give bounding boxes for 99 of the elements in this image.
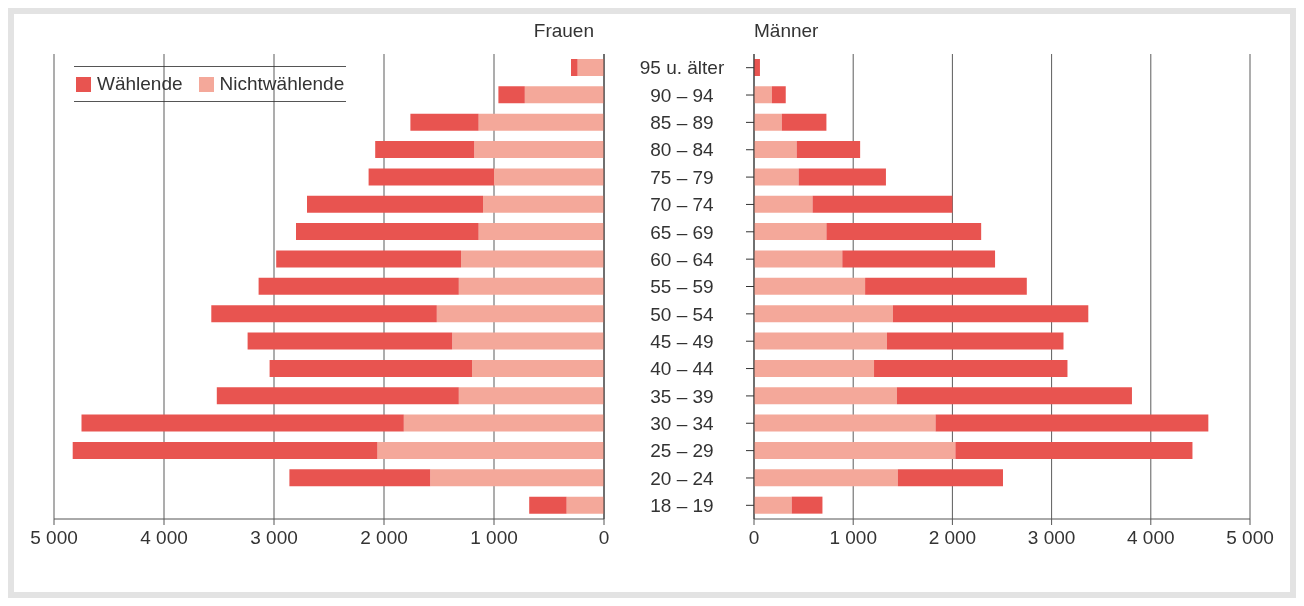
- bar: [289, 469, 431, 487]
- bar: [498, 86, 525, 104]
- legend-label: Wählende: [96, 73, 183, 95]
- x-tick-label: 0: [748, 527, 760, 549]
- bar: [307, 195, 483, 213]
- x-tick-label: 3 000: [1027, 527, 1076, 549]
- bar: [754, 113, 782, 131]
- legend-label: Nichtwählende: [218, 73, 345, 95]
- y-tick-label: 65 – 69: [650, 221, 714, 243]
- bar: [754, 496, 792, 514]
- x-tick-label: 4 000: [1127, 527, 1175, 549]
- y-tick-label: 90 – 94: [650, 84, 715, 106]
- bar: [458, 387, 604, 405]
- bar: [269, 359, 472, 377]
- chart-title: Männer: [754, 20, 819, 42]
- bar: [754, 387, 897, 405]
- bar: [410, 113, 479, 131]
- bar: [258, 277, 459, 295]
- bar: [403, 414, 604, 432]
- bar: [874, 359, 1068, 377]
- bar: [771, 86, 786, 104]
- bar: [754, 195, 813, 213]
- bar: [81, 414, 404, 432]
- bar: [754, 469, 898, 487]
- bar: [754, 332, 887, 350]
- bar: [842, 250, 996, 268]
- y-tick-label: 40 – 44: [650, 358, 715, 380]
- bar: [754, 86, 772, 104]
- y-tick-label: 70 – 74: [650, 194, 715, 216]
- x-tick-label: 1 000: [829, 527, 877, 549]
- bar: [461, 250, 604, 268]
- bar: [430, 469, 604, 487]
- bar: [72, 441, 378, 459]
- bar: [478, 113, 604, 131]
- bar: [247, 332, 453, 350]
- bar: [754, 223, 827, 241]
- y-tick-label: 45 – 49: [650, 330, 714, 352]
- bar: [781, 113, 827, 131]
- x-tick-label: 0: [598, 527, 610, 549]
- bar: [886, 332, 1064, 350]
- x-tick-label: 1 000: [470, 527, 518, 549]
- bar: [529, 496, 567, 514]
- bar: [754, 250, 843, 268]
- bar: [566, 496, 604, 514]
- bar: [812, 195, 953, 213]
- bar: [754, 441, 956, 459]
- bar: [754, 305, 893, 323]
- bar: [458, 277, 604, 295]
- y-tick-label: 75 – 79: [650, 166, 714, 188]
- bar: [478, 223, 604, 241]
- y-tick-label: 30 – 34: [650, 413, 715, 435]
- bar: [754, 414, 936, 432]
- bar: [754, 359, 875, 377]
- x-tick-label: 4 000: [140, 527, 188, 549]
- bar: [577, 59, 604, 76]
- y-tick-label: 80 – 84: [650, 139, 715, 161]
- bar: [211, 305, 437, 323]
- y-tick-label: 35 – 39: [650, 385, 714, 407]
- bar: [571, 59, 578, 76]
- bar: [754, 277, 866, 295]
- bar: [865, 277, 1027, 295]
- bar: [368, 168, 494, 186]
- bar: [276, 250, 461, 268]
- bar: [796, 141, 861, 159]
- x-tick-label: 2 000: [360, 527, 408, 549]
- x-tick-label: 5 000: [30, 527, 78, 549]
- bar: [897, 469, 1003, 487]
- bar: [472, 359, 604, 377]
- y-tick-label: 95 u. älter: [639, 57, 725, 79]
- bar: [377, 441, 604, 459]
- bar: [494, 168, 604, 186]
- bar: [375, 141, 475, 159]
- bar: [524, 86, 604, 104]
- bar: [754, 168, 799, 186]
- bar: [896, 387, 1132, 405]
- y-tick-label: 20 – 24: [650, 467, 715, 489]
- bar: [452, 332, 604, 350]
- bar: [296, 223, 479, 241]
- chart-title: Frauen: [533, 20, 594, 42]
- bar: [935, 414, 1209, 432]
- bar: [798, 168, 886, 186]
- x-tick-label: 2 000: [928, 527, 977, 549]
- bar: [483, 195, 604, 213]
- bar: [474, 141, 604, 159]
- x-tick-label: 3 000: [250, 527, 298, 549]
- y-tick-label: 18 – 19: [650, 495, 714, 517]
- bar: [892, 305, 1089, 323]
- y-tick-label: 25 – 29: [650, 440, 714, 462]
- bar: [826, 223, 982, 241]
- y-tick-label: 85 – 89: [650, 112, 714, 134]
- bar: [754, 141, 797, 159]
- bar: [955, 441, 1193, 459]
- y-tick-label: 50 – 54: [650, 303, 715, 325]
- bar: [791, 496, 823, 514]
- bar: [216, 387, 459, 405]
- y-tick-label: 60 – 64: [650, 248, 715, 270]
- x-tick-label: 5 000: [1226, 527, 1274, 549]
- bar: [436, 305, 604, 323]
- y-tick-label: 55 – 59: [650, 276, 714, 298]
